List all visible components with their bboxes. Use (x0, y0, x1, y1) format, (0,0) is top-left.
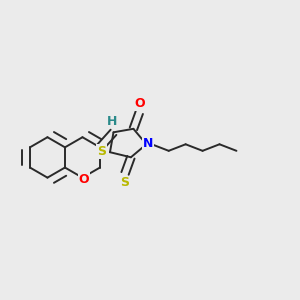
Text: O: O (79, 172, 89, 186)
Text: H: H (107, 115, 117, 128)
Text: S: S (97, 145, 106, 158)
Text: N: N (143, 136, 153, 150)
Text: O: O (134, 97, 145, 110)
Text: S: S (121, 176, 130, 189)
